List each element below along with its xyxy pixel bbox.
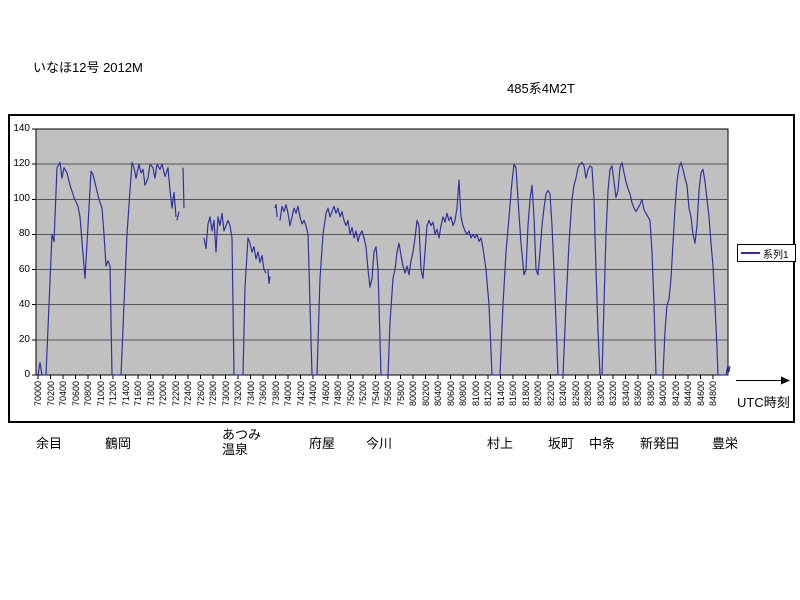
x-axis-tick-label: 75800 bbox=[395, 381, 406, 407]
x-axis-tick-label: 71600 bbox=[133, 381, 143, 407]
series-line bbox=[203, 212, 267, 376]
x-axis-tick-label: 80600 bbox=[445, 381, 456, 407]
x-axis-tick-label: 81200 bbox=[483, 381, 493, 407]
series-line bbox=[37, 161, 177, 376]
x-axis-tick-label: 75400 bbox=[370, 381, 381, 407]
x-axis-tick-label: 71400 bbox=[120, 381, 131, 407]
chart-annotation-formation: 485系4M2T bbox=[507, 81, 575, 96]
x-axis-tick-label: 80400 bbox=[433, 381, 443, 407]
y-axis-tick-label: 140 bbox=[13, 123, 30, 134]
station-label: あつみ 温泉 bbox=[222, 427, 262, 457]
x-axis-tick-label: 70200 bbox=[45, 381, 56, 407]
station-label: 余目 bbox=[36, 436, 63, 451]
x-axis-tick-label: 74200 bbox=[295, 381, 306, 407]
legend: 系列1 bbox=[737, 244, 796, 262]
y-axis-tick-label: 100 bbox=[13, 193, 30, 205]
x-axis-tick-label: 70600 bbox=[70, 381, 81, 407]
x-axis-tick-label: 72800 bbox=[208, 381, 218, 407]
gridlines bbox=[32, 128, 728, 376]
station-label: 今川 bbox=[366, 436, 393, 451]
y-axis-tick-label: 0 bbox=[24, 369, 30, 380]
x-axis-tick-label: 72400 bbox=[183, 381, 193, 407]
time-axis-arrow-icon bbox=[736, 376, 790, 385]
series-line bbox=[274, 203, 278, 217]
x-axis-tick-label: 84400 bbox=[683, 381, 693, 407]
station-label: 鶴岡 bbox=[105, 436, 132, 451]
x-axis-tick-label: 81600 bbox=[508, 381, 518, 407]
series-line bbox=[267, 269, 271, 285]
x-axis-tick-label: 74600 bbox=[320, 381, 331, 407]
y-axis-tick-label: 60 bbox=[18, 263, 30, 275]
station-label: 豊栄 bbox=[712, 436, 739, 451]
legend-series-label: 系列1 bbox=[763, 249, 789, 261]
station-label: 中条 bbox=[589, 436, 616, 451]
x-axis-tick-label: 73200 bbox=[233, 381, 243, 407]
x-axis-tick-label: 73600 bbox=[258, 381, 268, 407]
x-axis-tick-label: 70400 bbox=[58, 381, 68, 407]
station-label: 府屋 bbox=[309, 436, 336, 451]
x-axis-tick-label: 84000 bbox=[658, 381, 668, 407]
y-axis-tick-label: 20 bbox=[18, 333, 30, 345]
x-axis-tick-label: 75200 bbox=[358, 381, 368, 407]
x-axis-tick-label: 81800 bbox=[520, 381, 531, 407]
station-label: 村上 bbox=[487, 436, 514, 451]
x-axis-tick-label: 74000 bbox=[283, 381, 293, 407]
x-axis-tick-label: 83600 bbox=[633, 381, 643, 407]
chart-frame: 140 120 100 80 60 40 20 0 70000 70200 70400 70600 7… bbox=[8, 114, 796, 423]
station-label: 新発田 bbox=[640, 436, 680, 451]
x-axis-tick-label: 81000 bbox=[470, 381, 481, 407]
x-axis-tick-label: 71200 bbox=[108, 381, 118, 407]
series-line bbox=[182, 167, 185, 209]
x-axis-tick-label: 82000 bbox=[533, 381, 543, 407]
x-axis-unit-label: UTC時刻 bbox=[737, 395, 790, 410]
y-axis-tick-label: 40 bbox=[18, 298, 30, 310]
x-axis-tick-label: 80800 bbox=[458, 381, 468, 407]
x-axis-tick-label: 80000 bbox=[408, 381, 418, 407]
y-axis-tick-label: 120 bbox=[13, 158, 30, 170]
x-axis-tick-label: 83400 bbox=[620, 381, 631, 407]
x-axis-tick-label: 75600 bbox=[383, 381, 393, 407]
x-axis-tick-label: 83000 bbox=[595, 381, 606, 407]
x-axis-tick-label: 75000 bbox=[345, 381, 356, 407]
x-axis-tick-label: 84800 bbox=[708, 381, 718, 407]
x-axis-tick-label: 84600 bbox=[695, 381, 706, 407]
station-label: 坂町 bbox=[548, 436, 575, 451]
x-axis-tick-label: 73400 bbox=[245, 381, 256, 407]
x-axis-tick-label: 82400 bbox=[558, 381, 568, 407]
series-line bbox=[279, 161, 731, 376]
x-axis-tick-label: 71000 bbox=[95, 381, 106, 407]
x-axis-tick-label: 82600 bbox=[570, 381, 581, 407]
x-axis-tick-label: 72000 bbox=[158, 381, 168, 407]
x-axis-tick-label: 70000 bbox=[33, 381, 43, 407]
plot-area bbox=[32, 128, 731, 379]
x-axis-tick-label: 70800 bbox=[83, 381, 93, 407]
x-axis-ticks bbox=[37, 375, 714, 379]
x-axis-tick-label: 83200 bbox=[608, 381, 618, 407]
x-axis-tick-label: 82800 bbox=[583, 381, 593, 407]
x-axis-tick-label: 71800 bbox=[145, 381, 156, 407]
x-axis-tick-label: 82200 bbox=[545, 381, 556, 407]
x-axis-tick-label: 74800 bbox=[333, 381, 343, 407]
x-axis-tick-label: 73000 bbox=[220, 381, 231, 407]
x-axis-tick-label: 83800 bbox=[645, 381, 656, 407]
x-axis-tick-label: 72600 bbox=[195, 381, 206, 407]
y-axis-tick-label: 80 bbox=[18, 228, 30, 240]
legend-line-marker bbox=[741, 252, 760, 254]
chart-title: いなほ12号 2012M bbox=[33, 60, 143, 75]
x-axis-tick-label: 72200 bbox=[170, 381, 181, 407]
x-axis-tick-label: 74400 bbox=[308, 381, 318, 407]
x-axis-tick-label: 84200 bbox=[670, 381, 681, 407]
x-axis-tick-label: 73800 bbox=[270, 381, 281, 407]
x-axis-tick-label: 81400 bbox=[495, 381, 506, 407]
x-axis-tick-label: 80200 bbox=[420, 381, 431, 407]
series-line bbox=[176, 211, 180, 221]
